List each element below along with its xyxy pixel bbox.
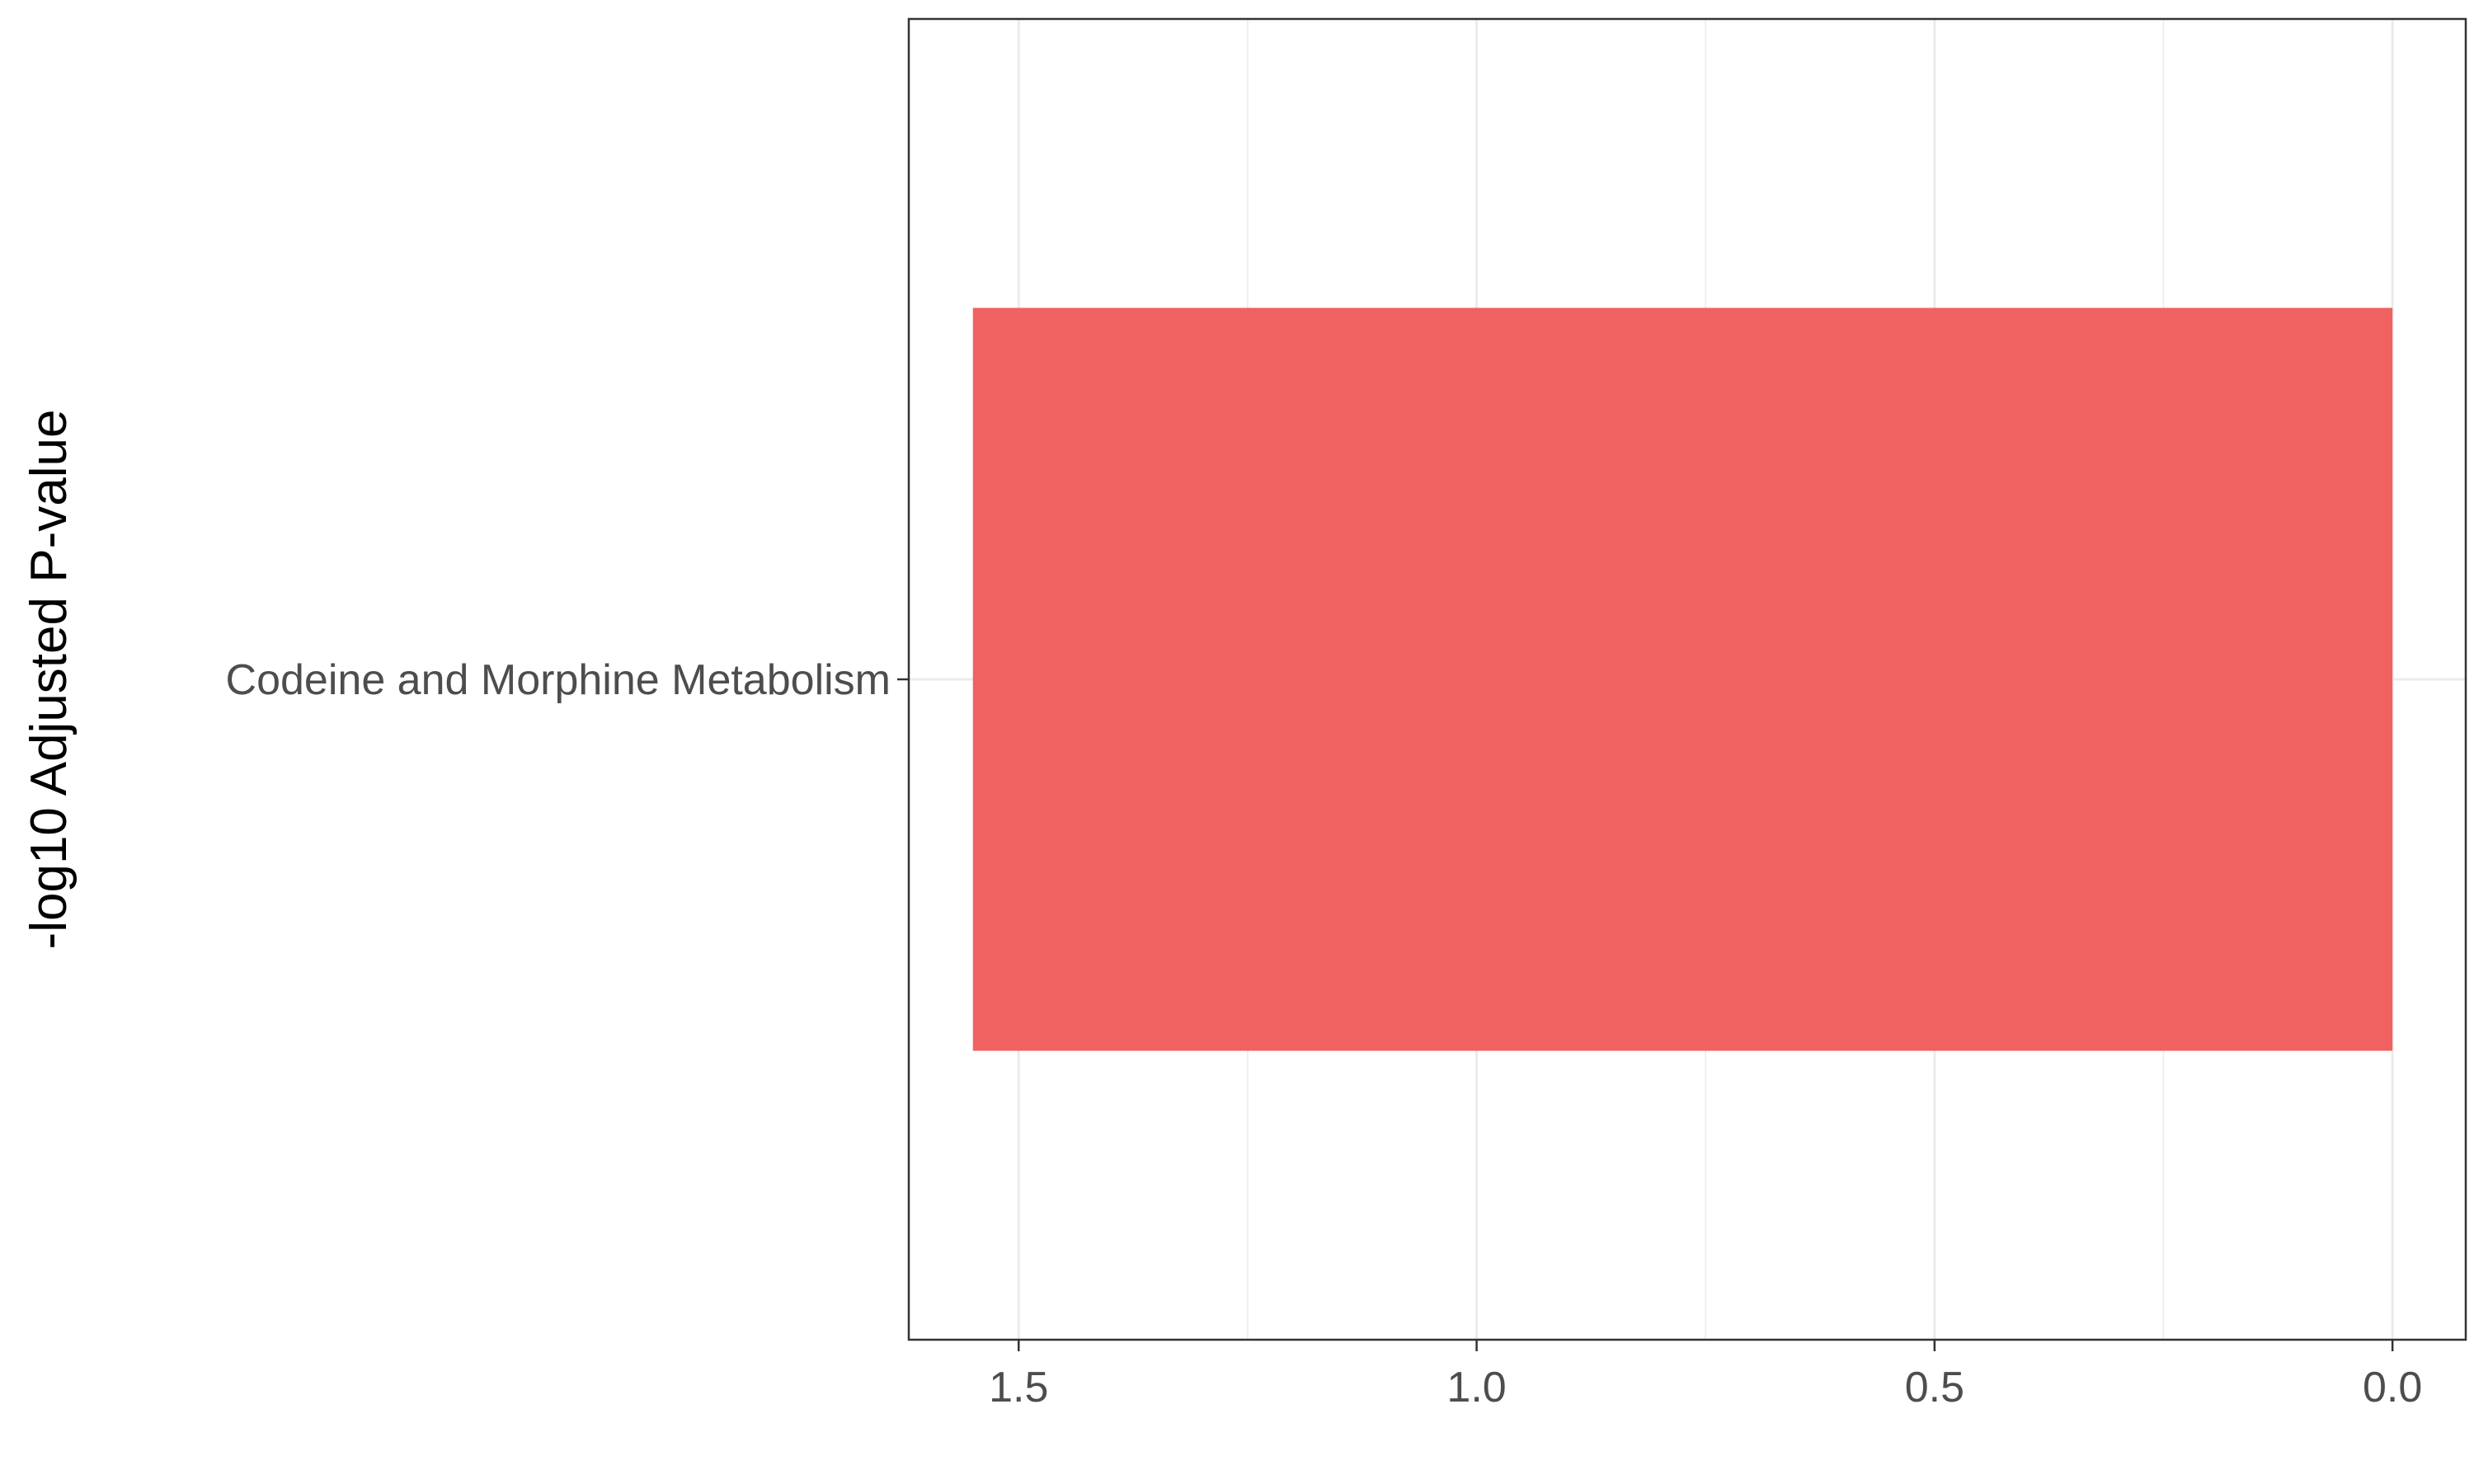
x-tick-label: 0.0 [2363,1364,2422,1411]
bars [972,308,2393,1051]
y-axis-title: -log10 Adjusted P-value [21,410,78,950]
x-tick-label: 1.0 [1446,1364,1506,1411]
y-tick-label: Codeine and Morphine Metabolism [226,656,891,704]
x-tick-label: 0.5 [1905,1364,1964,1411]
x-tick-label: 1.5 [989,1364,1048,1411]
bar [972,308,2393,1051]
axes: 1.5 1.0 0.5 0.0 Codeine and Morphine Metabol… [226,656,2423,1411]
